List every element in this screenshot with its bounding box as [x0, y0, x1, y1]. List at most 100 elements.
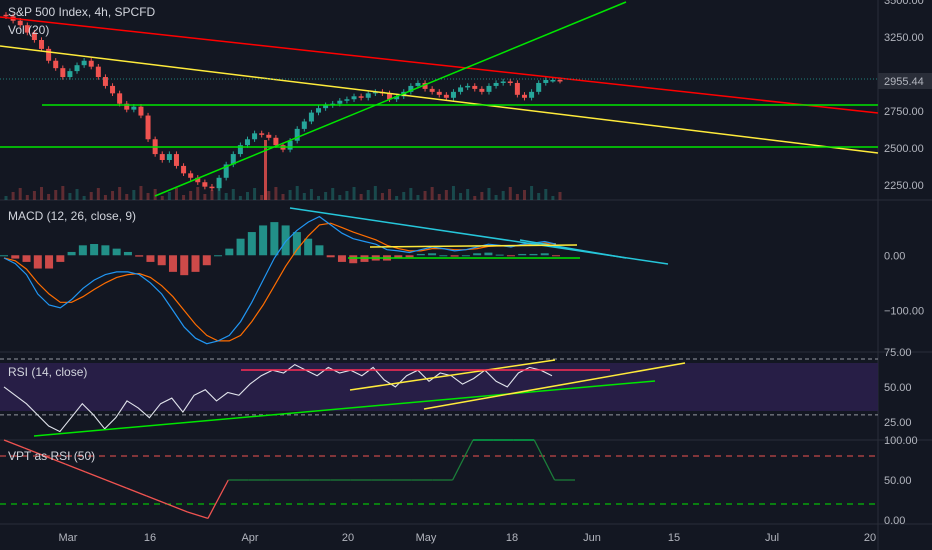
price-axis-tick: 2500.00	[884, 143, 924, 155]
candle-body	[24, 25, 30, 33]
macd-histogram-bar	[349, 255, 358, 264]
candle-body	[110, 85, 116, 94]
candle-body	[443, 94, 449, 98]
volume-bar	[281, 194, 285, 200]
vpt-pane	[0, 439, 878, 520]
macd-axis-tick: −100.00	[884, 306, 924, 318]
volume-bar	[231, 189, 235, 200]
candle-body	[415, 82, 421, 86]
candle-body	[67, 71, 73, 78]
macd-histogram-bar	[270, 222, 279, 256]
candle-body	[39, 40, 45, 49]
macd-histogram-bar	[552, 255, 560, 257]
volume-bar	[373, 186, 377, 200]
volume-bar	[82, 196, 86, 200]
volume-bar	[402, 192, 406, 200]
volume-bar	[444, 190, 448, 200]
candle-body	[209, 186, 215, 189]
price-axis-tick: 2250.00	[884, 180, 924, 192]
candle-body	[173, 154, 179, 166]
macd-histogram-bar	[101, 245, 110, 256]
vpt-line-segment	[452, 439, 474, 481]
candle-body	[17, 20, 23, 26]
macd-histogram-bar	[428, 253, 437, 256]
macd-histogram-bar	[394, 255, 403, 258]
macd-histogram-bar	[11, 255, 20, 259]
macd-histogram-bar	[33, 255, 42, 269]
price-axis-tick: 3250.00	[884, 32, 924, 44]
volume-bar	[139, 186, 143, 200]
candle-body	[550, 80, 556, 82]
rsi-trendline-green	[33, 380, 656, 437]
volume-bar	[203, 194, 207, 200]
vpt-axis-tick: 50.00	[884, 475, 912, 487]
macd-histogram-bar	[0, 255, 8, 257]
macd-histogram-bar	[247, 232, 256, 256]
macd-histogram-bar	[45, 255, 54, 269]
volume-bar	[32, 191, 36, 200]
volume-bar	[309, 189, 313, 200]
volume-bar	[551, 196, 555, 200]
volume-bar	[487, 188, 491, 200]
volume-bar	[245, 192, 249, 200]
candle-body	[259, 133, 265, 135]
macd-histogram-bar	[439, 255, 448, 257]
candle-body	[95, 66, 101, 78]
candle-body	[237, 145, 243, 155]
rsi-axis-tick: 50.00	[884, 382, 912, 394]
macd-histogram-bar	[281, 225, 290, 256]
volume-bar	[359, 194, 363, 200]
candle-body	[287, 140, 293, 150]
candle-body	[266, 134, 272, 138]
trendline-green	[154, 1, 627, 197]
volume-bar	[264, 140, 267, 200]
candle-body	[536, 82, 542, 92]
time-axis-tick: Jul	[765, 532, 779, 544]
candle-body	[273, 137, 279, 146]
volume-title: Vol (20)	[8, 23, 49, 37]
macd-histogram-bar	[506, 255, 515, 257]
volume-bar	[345, 191, 349, 200]
macd-histogram-bar	[529, 253, 538, 256]
vpt-line-segment	[146, 495, 168, 505]
macd-histogram-bar	[405, 255, 414, 258]
candle-body	[31, 32, 37, 40]
volume-bar	[146, 193, 150, 200]
candle-body	[472, 85, 478, 89]
rsi-line	[3, 363, 553, 433]
candle-body	[486, 85, 492, 92]
candle-body	[493, 82, 499, 86]
volume-bar	[544, 189, 548, 200]
macd-histogram-bar	[292, 232, 301, 256]
vpt-line-segment	[166, 503, 188, 513]
macd-histogram-bar	[225, 248, 234, 256]
macd-histogram-bar	[146, 255, 155, 262]
candle-body	[117, 93, 123, 104]
rsi-pane	[0, 358, 878, 437]
main-price-pane	[0, 1, 879, 200]
candle-body	[458, 87, 464, 92]
volume-bar	[253, 188, 257, 200]
rsi-band-fill	[0, 363, 878, 411]
macd-histogram-bar	[180, 255, 189, 276]
vpt-title: VPT as RSI (50)	[8, 449, 95, 463]
candle-body	[429, 88, 435, 92]
macd-pane	[0, 207, 669, 345]
rsi-axis-tick: 25.00	[884, 417, 912, 429]
candle-body	[543, 80, 549, 83]
time-axis-tick: Mar	[59, 532, 78, 544]
macd-histogram-bar	[123, 251, 132, 256]
volume-bar	[331, 188, 335, 200]
candle-body	[507, 81, 513, 83]
macd-trendline-yellow	[369, 244, 578, 248]
macd-histogram-bar	[236, 238, 245, 256]
volume-bar	[515, 194, 519, 200]
candle-body	[422, 82, 428, 89]
time-axis-tick: 16	[144, 532, 156, 544]
time-axis-tick: 18	[506, 532, 518, 544]
candle-body	[316, 108, 322, 113]
volume-bar	[395, 196, 399, 200]
macd-histogram-bar	[540, 253, 549, 256]
volume-bar	[530, 186, 534, 200]
